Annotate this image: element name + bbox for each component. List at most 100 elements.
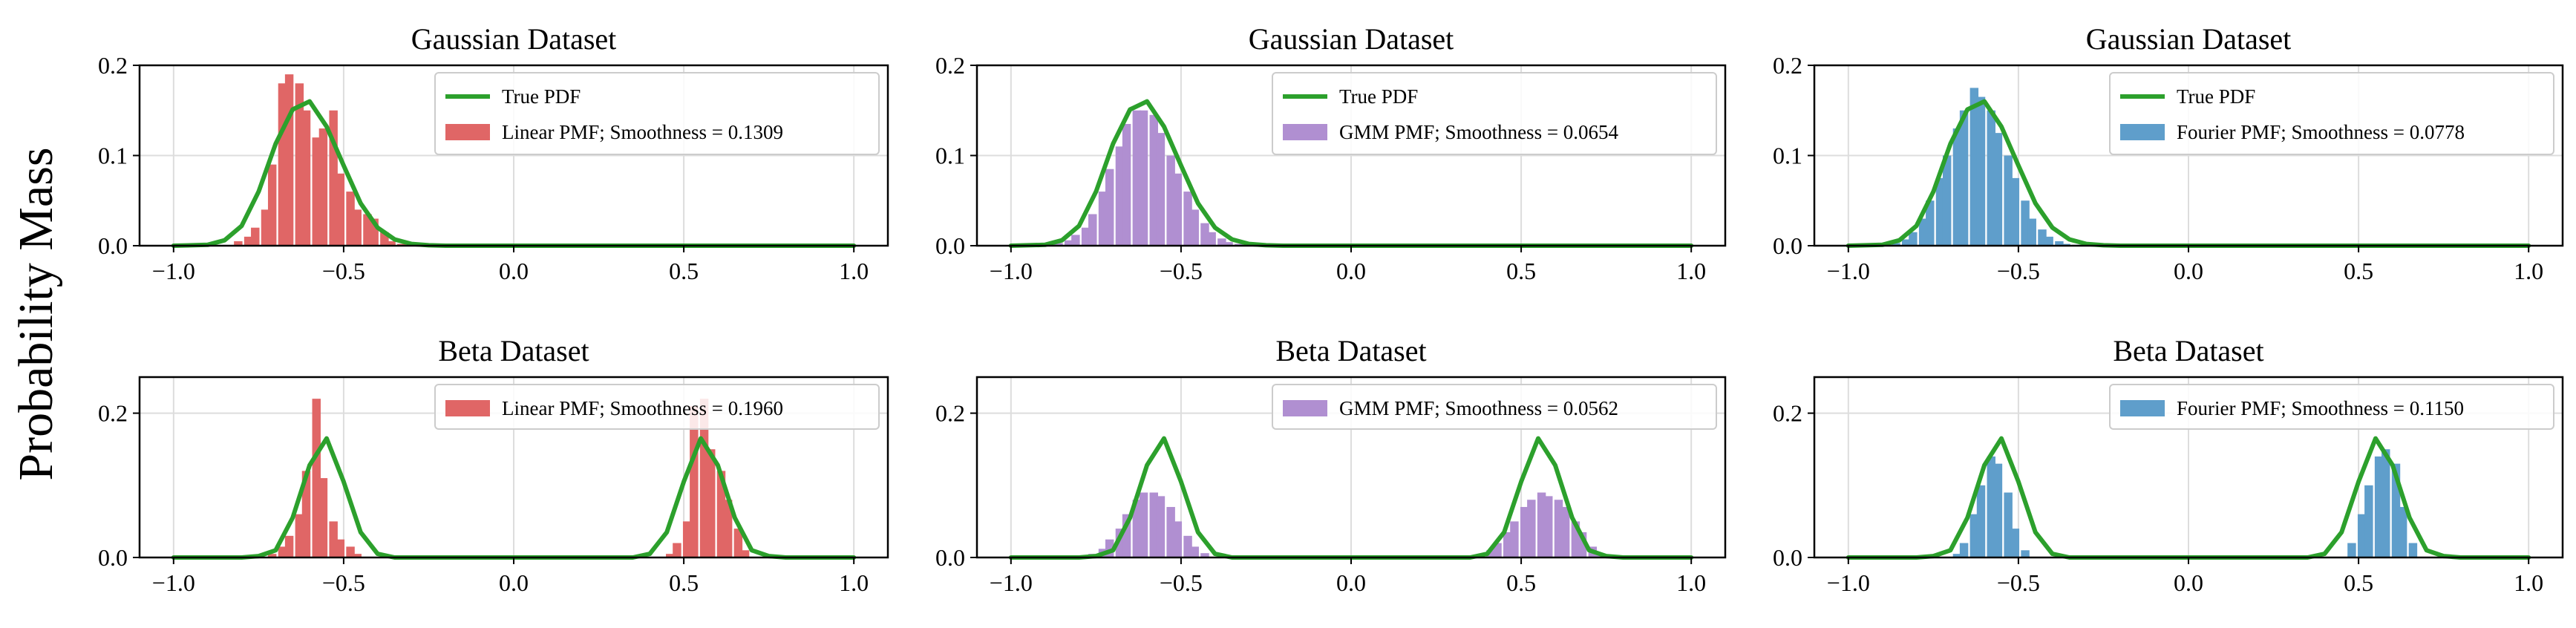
- x-tick-label: −1.0: [990, 569, 1033, 596]
- x-tick-label: −0.5: [1997, 569, 2040, 596]
- pmf-bar: [1892, 243, 1900, 246]
- pmf-bar: [346, 546, 355, 557]
- pmf-bar: [1520, 506, 1529, 557]
- legend-pmf-swatch: [445, 124, 490, 140]
- pmf-bar: [1486, 550, 1495, 557]
- pmf-bar: [1969, 514, 1979, 557]
- pmf-bar: [267, 164, 277, 246]
- legend-pmf-label: GMM PMF; Smoothness = 0.0654: [1339, 121, 1619, 143]
- legend-pmf-label: Linear PMF; Smoothness = 0.1309: [502, 121, 783, 143]
- pmf-bar: [370, 218, 379, 246]
- subplot-3: −1.0 −0.5 0.0 0.5 1.0 0.0 0.1 0.2 Gaussian Datas…: [1773, 22, 2564, 284]
- pmf-bar: [1987, 456, 1995, 557]
- x-tick-label: 1.0: [2514, 258, 2543, 284]
- legend-pdf-label: True PDF: [2177, 85, 2255, 108]
- pmf-bar: [278, 83, 287, 246]
- y-tick-label: 0.2: [98, 52, 128, 79]
- legend: True PDF Fourier PMF; Smoothness = 0.0778: [2109, 72, 2554, 155]
- x-tick-label: −0.5: [322, 258, 365, 284]
- x-tick-label: 0.0: [499, 258, 529, 284]
- pmf-bar: [284, 74, 294, 246]
- x-tick-label: −0.5: [1997, 258, 2040, 284]
- pmf-bar: [2364, 485, 2373, 557]
- legend-pmf-swatch: [2120, 400, 2165, 416]
- subplot-5: −1.0 −0.5 0.0 0.5 1.0 0.0 0.2 Beta Dataset GMM P…: [935, 334, 1727, 596]
- pmf-bar: [2398, 506, 2407, 557]
- legend-box: [434, 384, 880, 430]
- pmf-bar: [2038, 229, 2047, 246]
- y-tick-label: 0.2: [1773, 400, 1802, 427]
- pmf-bar: [312, 399, 321, 557]
- x-tick-label: 0.0: [1336, 258, 1366, 284]
- pmf-bar: [1952, 554, 1962, 557]
- pmf-bar: [2408, 543, 2418, 557]
- legend-pmf-swatch: [1283, 124, 1327, 140]
- pmf-bar: [1115, 146, 1125, 246]
- x-tick-label: −0.5: [322, 569, 365, 596]
- y-tick-label: 0.0: [935, 544, 965, 571]
- x-tick-label: −1.0: [1827, 569, 1870, 596]
- subplot-title: Gaussian Dataset: [411, 22, 617, 56]
- pmf-bar: [2391, 463, 2401, 557]
- legend-pmf-swatch: [1283, 400, 1327, 416]
- pmf-bar: [1088, 214, 1097, 246]
- legend: True PDF Linear PMF; Smoothness = 0.1309: [434, 72, 880, 155]
- pmf-bar: [1527, 500, 1536, 557]
- pmf-bar: [1959, 110, 1969, 246]
- pmf-bar: [1926, 200, 1935, 246]
- pmf-bar: [2382, 449, 2390, 557]
- pmf-bar: [1537, 492, 1546, 557]
- pmf-bar: [1166, 155, 1175, 246]
- pmf-bar: [1173, 521, 1183, 557]
- pmf-bar: [1183, 535, 1192, 557]
- pmf-bar: [1493, 543, 1502, 557]
- pmf-bar: [1571, 521, 1580, 557]
- pmf-bar: [716, 471, 726, 557]
- pmf-bar: [1969, 88, 1979, 246]
- pmf-bar: [1935, 177, 1945, 246]
- pmf-bars: [1892, 88, 2081, 246]
- pmf-bar: [318, 128, 328, 246]
- pmf-bar: [353, 209, 362, 246]
- x-tick-label: −1.0: [152, 258, 195, 284]
- pmf-bar: [2010, 529, 2020, 557]
- pmf-bar: [1122, 514, 1131, 557]
- pmf-bar: [1987, 110, 1995, 246]
- pmf-bar: [336, 173, 345, 246]
- x-tick-label: −0.5: [1160, 569, 1203, 596]
- subplot-2: −1.0 −0.5 0.0 0.5 1.0 0.0 0.1 0.2 Gaussian Datas…: [935, 22, 1727, 284]
- pmf-bar: [1560, 506, 1570, 557]
- pmf-bars: [267, 399, 750, 557]
- x-tick-label: 0.5: [669, 569, 699, 596]
- x-tick-label: 0.5: [2344, 569, 2373, 596]
- pmf-bar: [723, 500, 733, 557]
- pmf-bar: [346, 192, 355, 246]
- pmf-bar: [2027, 218, 2036, 246]
- legend-pmf-label: GMM PMF; Smoothness = 0.0562: [1339, 397, 1618, 419]
- pmf-bar: [267, 554, 277, 557]
- pmf-bar: [1173, 173, 1183, 246]
- pmf-bar: [740, 550, 750, 557]
- pmf-bar: [1132, 110, 1142, 246]
- pmf-bar: [380, 232, 389, 246]
- pmf-bar: [666, 554, 675, 557]
- y-tick-label: 0.0: [98, 232, 128, 259]
- subplot-grid: −1.0 −0.5 0.0 0.5 1.0 0.0 0.1 0.2 Gaussian Datas…: [98, 22, 2564, 596]
- x-tick-label: 1.0: [1676, 569, 1706, 596]
- pmf-bar: [1200, 223, 1209, 246]
- pmf-bar: [690, 405, 699, 557]
- legend: GMM PMF; Smoothness = 0.0562: [1272, 384, 1717, 430]
- legend: True PDF GMM PMF; Smoothness = 0.0654: [1272, 72, 1717, 155]
- legend-box: [2109, 384, 2554, 430]
- x-tick-label: 0.5: [669, 258, 699, 284]
- pmf-bar: [1054, 243, 1063, 246]
- y-tick-label: 0.1: [1773, 143, 1802, 169]
- pmf-bar: [733, 529, 743, 557]
- x-tick-label: 1.0: [839, 258, 869, 284]
- pmf-bar: [353, 554, 362, 557]
- subplot-title: Beta Dataset: [438, 334, 589, 367]
- pmf-bar: [1510, 521, 1519, 557]
- legend-pdf-label: True PDF: [502, 85, 581, 108]
- pmf-bar: [1503, 531, 1512, 557]
- pmf-bar: [1190, 546, 1199, 557]
